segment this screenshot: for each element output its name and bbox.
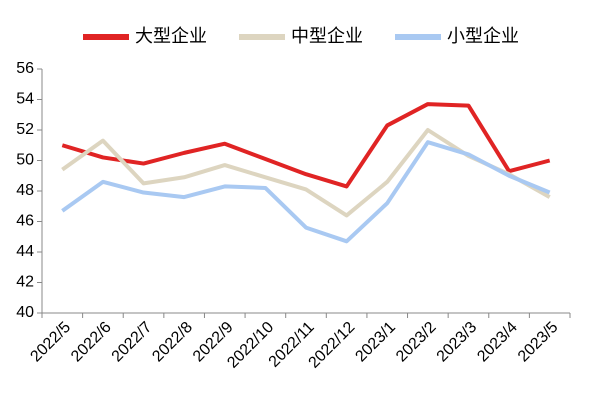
y-tick-label: 40	[16, 304, 34, 321]
y-tick-label: 54	[16, 91, 34, 108]
x-tick-label: 2023/4	[474, 319, 521, 366]
x-tick-label: 2023/1	[352, 319, 399, 366]
y-tick-label: 48	[16, 182, 34, 199]
x-tick-label: 2022/8	[149, 319, 196, 366]
y-tick-label: 44	[16, 243, 34, 260]
x-tick-label: 2022/5	[27, 319, 74, 366]
x-tick-label: 2022/7	[109, 319, 156, 366]
x-tick-label: 2022/6	[68, 319, 115, 366]
line-series	[61, 140, 551, 244]
y-tick-label: 46	[16, 213, 34, 230]
y-tick-label: 42	[16, 274, 34, 291]
line-series	[61, 102, 551, 189]
y-tick-label: 56	[16, 60, 34, 77]
legend-label: 中型企业	[291, 26, 363, 46]
x-tick-label: 2023/2	[393, 319, 440, 366]
x-tick-label: 2023/3	[434, 319, 481, 366]
x-tick-label: 2023/5	[515, 319, 562, 366]
y-tick-label: 50	[16, 152, 34, 169]
y-tick-label: 52	[16, 121, 34, 138]
legend: 大型企业 中型企业 小型企业	[83, 26, 519, 46]
legend-label: 小型企业	[447, 26, 519, 46]
legend-label: 大型企业	[135, 26, 207, 46]
